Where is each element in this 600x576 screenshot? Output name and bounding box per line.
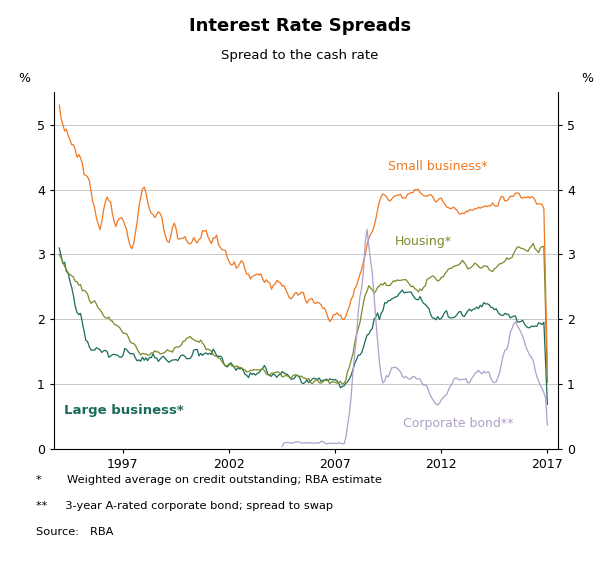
Text: Small business*: Small business* [388,160,488,173]
Text: *       Weighted average on credit outstanding; RBA estimate: * Weighted average on credit outstanding… [36,475,382,485]
Text: Source:   RBA: Source: RBA [36,527,113,537]
Text: %: % [19,72,31,85]
Text: Spread to the cash rate: Spread to the cash rate [221,49,379,62]
Text: Corporate bond**: Corporate bond** [403,416,514,430]
Text: %: % [581,72,593,85]
Text: Large business*: Large business* [64,404,183,416]
Text: Housing*: Housing* [395,235,452,248]
Text: **     3-year A-rated corporate bond; spread to swap: ** 3-year A-rated corporate bond; spread… [36,501,333,511]
Text: Interest Rate Spreads: Interest Rate Spreads [189,17,411,35]
